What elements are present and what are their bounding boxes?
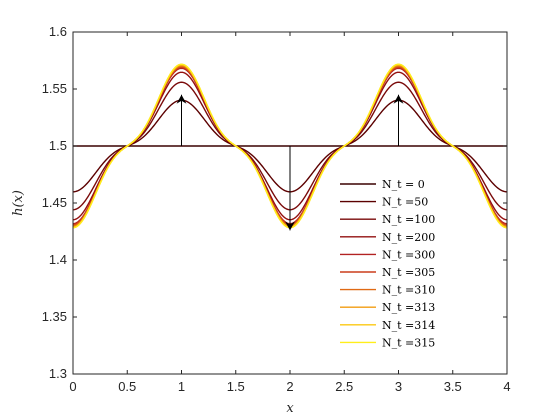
- x-tick-label: 1.5: [227, 379, 245, 394]
- y-axis-label: h(x): [11, 190, 26, 216]
- x-tick-label: 0.5: [118, 379, 136, 394]
- y-tick-label: 1.55: [42, 81, 67, 96]
- y-tick-label: 1.3: [49, 366, 67, 381]
- x-tick-label: 3.5: [444, 379, 462, 394]
- y-tick-label: 1.6: [49, 24, 67, 39]
- arrow-head-0: [176, 94, 187, 104]
- x-tick-label: 4: [503, 379, 510, 394]
- legend-label: N_t = 0: [382, 178, 425, 191]
- legend: N_t = 0 N_t =50 N_t =100 N_t =200 N_t =300 N_…: [336, 174, 460, 358]
- y-tick-label: 1.4: [49, 252, 67, 267]
- legend-label: N_t =200: [382, 231, 435, 244]
- x-tick-label: 0: [69, 379, 76, 394]
- legend-label: N_t =310: [382, 284, 435, 297]
- arrow-head-2: [285, 221, 295, 231]
- y-tick-label: 1.45: [42, 195, 67, 210]
- x-tick-label: 2: [286, 379, 293, 394]
- annotation-layer: [176, 94, 404, 231]
- y-tick-label: 1.5: [49, 138, 67, 153]
- legend-label: N_t =313: [382, 301, 435, 314]
- x-tick-label: 1: [178, 379, 185, 394]
- legend-label: N_t =50: [382, 196, 428, 209]
- legend-label: N_t =100: [382, 213, 435, 226]
- x-tick-label: 2.5: [335, 379, 353, 394]
- y-tick-label: 1.35: [42, 309, 67, 324]
- legend-box: [336, 174, 460, 358]
- x-axis-label: x: [286, 401, 294, 416]
- legend-label: N_t =305: [382, 266, 435, 279]
- tick-layer: 0 0.5 1 1.5 2 2.5 3 3.5 4 1.3 1.35 1.4 1.45 1.5 1.55 1.…: [42, 24, 511, 394]
- legend-label: N_t =315: [382, 336, 435, 349]
- x-tick-label: 3: [395, 379, 402, 394]
- legend-label: N_t =300: [382, 248, 435, 261]
- legend-label: N_t =314: [382, 319, 435, 332]
- arrow-head-1: [393, 94, 404, 104]
